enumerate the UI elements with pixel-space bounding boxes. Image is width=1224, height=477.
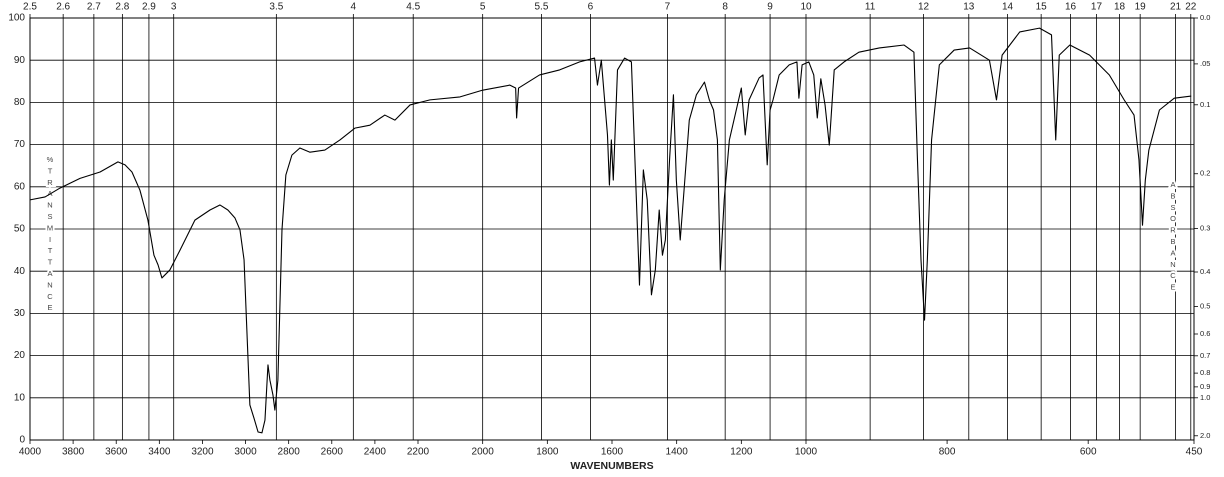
- x-tick-label: 1600: [601, 447, 624, 458]
- y-tick-label: 30: [14, 308, 26, 319]
- y-tick-label: 80: [14, 97, 26, 108]
- y-tick-label: 90: [14, 55, 26, 66]
- y2-tick-label: 0.5: [1200, 302, 1210, 311]
- y2-axis-title: ABSORBANCE: [1169, 180, 1178, 294]
- y2-tick-label: 0.0: [1200, 13, 1210, 22]
- x-tick-label: 2400: [364, 447, 387, 458]
- x2-tick-label: 3.5: [269, 2, 283, 13]
- y2-tick-label: 0.9: [1200, 382, 1210, 391]
- x-tick-label: 3400: [148, 447, 171, 458]
- x-tick-label: 3800: [62, 447, 85, 458]
- y-tick-label: 60: [14, 181, 26, 192]
- x2-tick-label: 7: [665, 2, 671, 13]
- y2-tick-label: 0.1: [1200, 100, 1210, 109]
- x2-tick-label: 19: [1135, 2, 1147, 13]
- x2-tick-label: 2.9: [142, 2, 156, 13]
- x-tick-label: 800: [939, 447, 956, 458]
- y-tick-label: 40: [14, 266, 26, 277]
- y2-tick-label: 0.8: [1200, 368, 1210, 377]
- x2-tick-label: 15: [1036, 2, 1048, 13]
- x-tick-label: 1000: [795, 447, 818, 458]
- y2-tick-label: 0.2: [1200, 169, 1210, 178]
- x2-tick-label: 2.5: [23, 2, 37, 13]
- x-axis-title: WAVENUMBERS: [570, 460, 653, 472]
- x2-tick-label: 14: [1002, 2, 1014, 13]
- x-tick-label: 1800: [536, 447, 559, 458]
- x2-tick-label: 11: [865, 2, 876, 13]
- y2-tick-label: 2.0: [1200, 431, 1210, 440]
- x2-tick-label: 4: [351, 2, 357, 13]
- y2-tick-label: 0.6: [1200, 329, 1210, 338]
- x2-tick-label: 4.5: [406, 2, 420, 13]
- y-tick-label: 70: [14, 139, 26, 150]
- y2-tick-label: .05: [1200, 59, 1210, 68]
- x2-tick-label: 8: [722, 2, 728, 13]
- x2-tick-label: 18: [1114, 2, 1126, 13]
- x2-tick-label: 16: [1065, 2, 1077, 13]
- x2-tick-label: 21: [1170, 2, 1182, 13]
- x-tick-label: 600: [1080, 447, 1097, 458]
- x2-tick-label: 10: [800, 2, 812, 13]
- x-tick-label: 2200: [407, 447, 430, 458]
- x2-tick-label: 22: [1185, 2, 1197, 13]
- x-tick-label: 1200: [730, 447, 753, 458]
- x-tick-label: 2800: [278, 447, 301, 458]
- x-tick-label: 2600: [321, 447, 344, 458]
- y2-tick-label: 0.7: [1200, 351, 1210, 360]
- x-tick-label: 450: [1186, 447, 1203, 458]
- y-tick-label: 100: [8, 13, 25, 24]
- y-tick-label: 10: [14, 392, 26, 403]
- x2-tick-label: 2.7: [87, 2, 101, 13]
- x-tick-label: 3000: [234, 447, 257, 458]
- y2-tick-label: 0.3: [1200, 223, 1210, 232]
- x-tick-label: 3200: [191, 447, 214, 458]
- x2-tick-label: 2.6: [56, 2, 70, 13]
- y2-tick-label: 0.4: [1200, 267, 1210, 276]
- x2-tick-label: 3: [171, 2, 177, 13]
- x-tick-label: 2000: [472, 447, 495, 458]
- y-tick-label: 50: [14, 224, 26, 235]
- x-tick-label: 4000: [19, 447, 42, 458]
- x2-tick-label: 2.8: [115, 2, 129, 13]
- x2-tick-label: 9: [767, 2, 773, 13]
- y2-tick-label: 1.0: [1200, 393, 1210, 402]
- x2-tick-label: 5.5: [535, 2, 549, 13]
- x2-tick-label: 5: [480, 2, 486, 13]
- y-tick-label: 20: [14, 350, 26, 361]
- x2-tick-label: 17: [1091, 2, 1103, 13]
- x-tick-label: 3600: [105, 447, 128, 458]
- x2-tick-label: 13: [963, 2, 975, 13]
- x2-tick-label: 6: [588, 2, 594, 13]
- y-tick-label: 0: [19, 435, 25, 446]
- x2-tick-label: 12: [918, 2, 930, 13]
- x-tick-label: 1400: [666, 447, 689, 458]
- y-axis-title: %TRANSMITTANCE: [46, 155, 55, 315]
- spectrum-line: [29, 27, 1192, 434]
